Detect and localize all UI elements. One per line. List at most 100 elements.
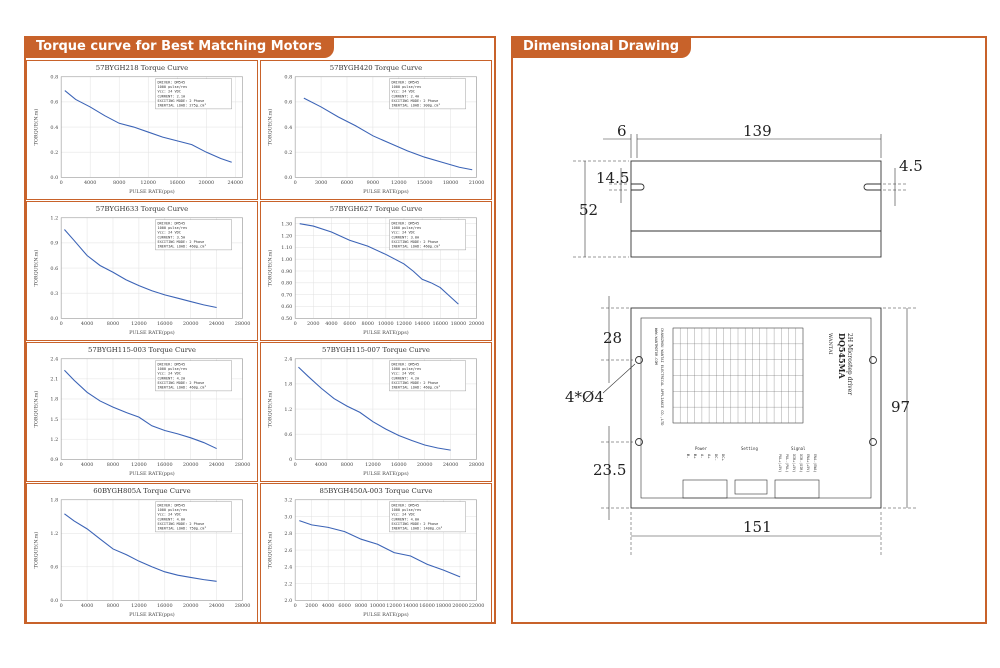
x-tick-label: 15000 bbox=[417, 180, 433, 186]
x-tick-label: 6000 bbox=[343, 321, 356, 327]
signal-pin-label: ENA-(ENA) bbox=[813, 454, 817, 472]
chart-title: 57BYGH218 Torque Curve bbox=[96, 64, 189, 72]
legend-entry: CURRENT: 2.1A bbox=[157, 94, 186, 98]
y-axis-label: TORQUE(N.m) bbox=[267, 250, 274, 287]
legend-entry: INERTIAL LOAD: 275g.cm² bbox=[157, 103, 206, 107]
power-pin-label: A- bbox=[700, 454, 705, 459]
y-tick-label: 0.6 bbox=[50, 565, 58, 571]
legend-box bbox=[155, 78, 232, 110]
torque-chart-3: 57BYGH633 Torque Curve 0 4000 8000 12000 1600… bbox=[26, 201, 258, 341]
x-axis-label: PULSE RATE(pps) bbox=[363, 611, 409, 618]
y-tick-label: 3.2 bbox=[284, 498, 292, 504]
x-tick-label: 18000 bbox=[436, 603, 452, 609]
power-label: Power bbox=[695, 446, 708, 451]
chart-title: 57BYGH420 Torque Curve bbox=[330, 64, 423, 72]
dip-switch bbox=[734, 479, 768, 495]
x-tick-label: 24000 bbox=[209, 462, 225, 468]
y-tick-label: 1.2 bbox=[284, 407, 292, 413]
legend-entry: 1000 pulse/rev bbox=[157, 367, 187, 371]
dimensional-drawing-panel: Dimensional Drawing 6 139 14.5 4. bbox=[511, 36, 987, 624]
chart-title: 85BYGH450A-003 Torque Curve bbox=[320, 487, 433, 495]
y-axis-label: TORQUE(N.m) bbox=[33, 532, 40, 569]
legend-entry: DRIVER: DM545 bbox=[391, 222, 419, 226]
legend-entry: CURRENT: 4.2A bbox=[391, 376, 420, 380]
y-tick-label: 0.80 bbox=[281, 281, 292, 287]
torque-series-line bbox=[303, 97, 473, 171]
legend-entry: EXCITING MODE: 2 Phase bbox=[391, 99, 438, 103]
x-axis-label: PULSE RATE(pps) bbox=[363, 470, 409, 477]
legend-box bbox=[389, 78, 466, 110]
legend-entry: CURRENT: 3.5A bbox=[157, 235, 186, 239]
legend-entry: 1000 pulse/rev bbox=[157, 508, 187, 512]
x-tick-label: 8000 bbox=[355, 603, 368, 609]
y-tick-label: 0.0 bbox=[50, 175, 58, 181]
x-tick-label: 4000 bbox=[325, 321, 338, 327]
y-axis-label: TORQUE(N.m) bbox=[33, 109, 40, 146]
chart-title: 57BYGH627 Torque Curve bbox=[330, 205, 423, 213]
chart-svg: 57BYGH218 Torque Curve 0 4000 8000 12000 1600… bbox=[33, 64, 244, 195]
x-tick-label: 9000 bbox=[367, 180, 380, 186]
y-tick-label: 2.4 bbox=[284, 565, 292, 571]
x-axis-label: PULSE RATE(pps) bbox=[363, 188, 409, 195]
legend-entry: CURRENT: 4.2A bbox=[157, 376, 186, 380]
y-tick-label: 2.6 bbox=[284, 548, 292, 554]
x-tick-label: 12000 bbox=[391, 180, 407, 186]
x-tick-label: 28000 bbox=[235, 462, 251, 468]
side-slot-left bbox=[631, 183, 645, 191]
y-tick-label: 0 bbox=[289, 457, 292, 463]
legend-entry: CURRENT: 4.0A bbox=[391, 517, 420, 521]
x-tick-label: 16000 bbox=[157, 321, 173, 327]
power-pin-label: B+ bbox=[693, 454, 698, 459]
signal-pin-label: ENA+(+5V) bbox=[806, 454, 810, 472]
x-tick-label: 20000 bbox=[183, 603, 199, 609]
signal-connector bbox=[774, 479, 820, 499]
y-axis-label: TORQUE(N.m) bbox=[267, 391, 274, 428]
y-tick-label: 0.4 bbox=[50, 125, 58, 131]
plot-frame bbox=[294, 358, 477, 460]
chart-title: 60BYGH805A Torque Curve bbox=[93, 487, 190, 495]
y-tick-label: 0.0 bbox=[50, 598, 58, 604]
driver-model: DQ545MA bbox=[837, 333, 847, 379]
legend-box bbox=[155, 501, 232, 533]
signal-pin-label: DIR-(DIR) bbox=[799, 454, 803, 472]
legend-entry: EXCITING MODE: 2 Phase bbox=[157, 240, 204, 244]
x-tick-label: 28000 bbox=[469, 462, 485, 468]
driver-body bbox=[630, 307, 882, 509]
legend-entry: DRIVER: DM545 bbox=[157, 504, 185, 508]
driver-subtitle: 2H Microstep driver bbox=[846, 333, 853, 395]
chart-svg: 57BYGH115-003 Torque Curve 0 4000 8000 12000… bbox=[33, 346, 251, 477]
dim-139: 139 bbox=[743, 122, 772, 140]
legend-entry: DRIVER: DM545 bbox=[157, 81, 185, 85]
x-tick-label: 6000 bbox=[341, 180, 354, 186]
power-pin-label: A+ bbox=[707, 454, 712, 459]
signal-pin-label: PUL-(PUL) bbox=[785, 454, 789, 472]
dim-4x4: 4*Ø4 bbox=[565, 388, 604, 406]
legend-entry: Vcc: 24 VDC bbox=[157, 513, 180, 517]
x-tick-label: 8000 bbox=[341, 462, 354, 468]
x-tick-label: 0 bbox=[294, 603, 297, 609]
x-tick-label: 8000 bbox=[107, 462, 120, 468]
dim-4-5: 4.5 bbox=[899, 157, 923, 175]
x-tick-label: 24000 bbox=[443, 462, 459, 468]
signal-label: Signal bbox=[791, 446, 806, 451]
side-body bbox=[630, 160, 882, 258]
y-tick-label: 1.8 bbox=[50, 498, 58, 504]
plot-frame bbox=[294, 76, 477, 178]
x-tick-label: 4000 bbox=[81, 321, 94, 327]
legend-entry: CURRENT: 2.4A bbox=[391, 94, 420, 98]
y-tick-label: 0.6 bbox=[50, 266, 58, 272]
x-tick-label: 4000 bbox=[81, 603, 94, 609]
y-tick-label: 0.9 bbox=[50, 241, 58, 247]
x-tick-label: 12000 bbox=[131, 603, 147, 609]
legend-entry: INERTIAL LOAD: 460g.cm² bbox=[157, 385, 206, 389]
y-tick-label: 1.5 bbox=[50, 417, 58, 423]
y-tick-label: 0.60 bbox=[281, 304, 292, 310]
x-tick-label: 16000 bbox=[391, 462, 407, 468]
torque-series-line bbox=[299, 520, 461, 578]
plot-frame bbox=[60, 499, 243, 601]
plot-frame bbox=[60, 358, 243, 460]
legend-entry: INERTIAL LOAD: 460g.cm² bbox=[157, 244, 206, 248]
y-tick-label: 0.0 bbox=[50, 316, 58, 322]
x-tick-label: 14000 bbox=[414, 321, 430, 327]
legend-entry: INERTIAL LOAD: 750g.cm² bbox=[157, 526, 206, 530]
